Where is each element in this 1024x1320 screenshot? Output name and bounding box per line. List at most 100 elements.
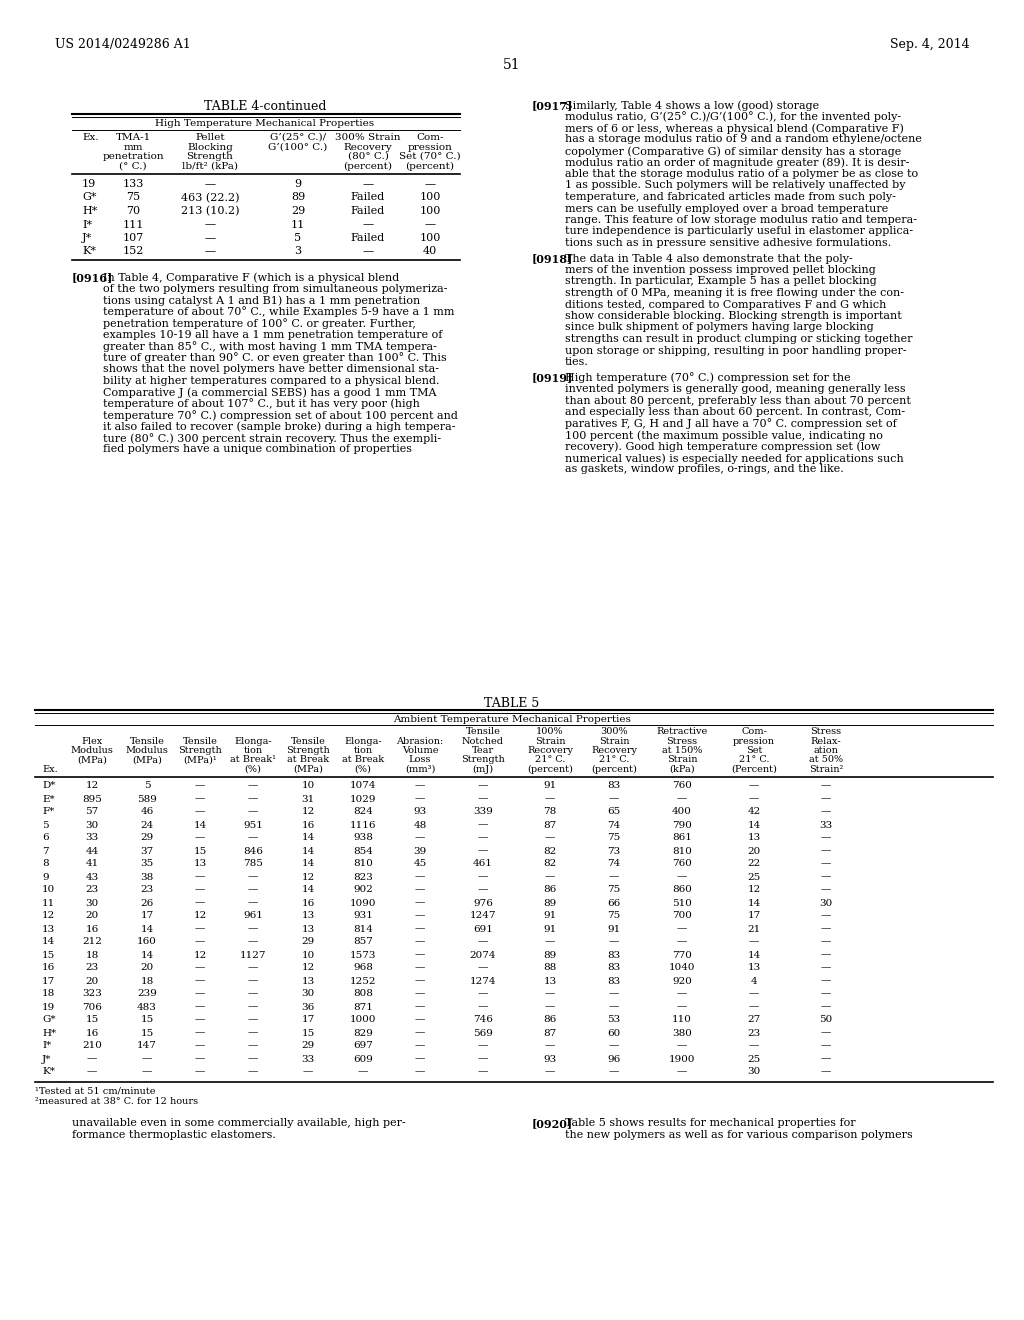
Text: —: —	[821, 873, 831, 882]
Text: Abrasion:: Abrasion:	[396, 737, 443, 746]
Text: pression: pression	[733, 737, 775, 746]
Text: —: —	[205, 234, 216, 243]
Text: 42: 42	[748, 808, 761, 817]
Text: 12: 12	[194, 950, 207, 960]
Text: 13: 13	[301, 912, 314, 920]
Text: ties.: ties.	[565, 356, 589, 367]
Text: tion: tion	[353, 746, 373, 755]
Text: 89: 89	[544, 950, 557, 960]
Text: 1074: 1074	[350, 781, 376, 791]
Text: mers can be usefully employed over a broad temperature: mers can be usefully employed over a bro…	[565, 203, 888, 214]
Text: (%): (%)	[354, 766, 372, 774]
Text: 814: 814	[353, 924, 373, 933]
Text: 12: 12	[301, 873, 314, 882]
Text: 65: 65	[607, 808, 621, 817]
Text: 29: 29	[301, 937, 314, 946]
Text: 21° C.: 21° C.	[599, 755, 630, 764]
Text: —: —	[195, 1015, 205, 1024]
Text: 53: 53	[607, 1015, 621, 1024]
Text: tion: tion	[244, 746, 262, 755]
Text: Pellet: Pellet	[196, 133, 225, 143]
Text: 11: 11	[42, 899, 55, 908]
Text: TABLE 4-continued: TABLE 4-continued	[204, 100, 327, 114]
Text: —: —	[415, 924, 425, 933]
Text: —: —	[821, 886, 831, 895]
Text: 33: 33	[85, 833, 98, 842]
Text: 44: 44	[85, 846, 98, 855]
Text: 9: 9	[42, 873, 48, 882]
Text: Notched: Notched	[462, 737, 504, 746]
Text: US 2014/0249286 A1: US 2014/0249286 A1	[55, 38, 190, 51]
Text: Blocking: Blocking	[187, 143, 232, 152]
Text: 770: 770	[672, 950, 692, 960]
Text: 860: 860	[672, 886, 692, 895]
Text: Com-: Com-	[741, 727, 767, 737]
Text: —: —	[609, 1002, 620, 1011]
Text: 51: 51	[503, 58, 521, 73]
Text: —: —	[677, 1002, 687, 1011]
Text: strength of 0 MPa, meaning it is free flowing under the con-: strength of 0 MPa, meaning it is free fl…	[565, 288, 904, 298]
Text: 66: 66	[607, 899, 621, 908]
Text: —: —	[415, 950, 425, 960]
Text: Table 5 shows results for mechanical properties for: Table 5 shows results for mechanical pro…	[565, 1118, 856, 1129]
Text: 89: 89	[291, 193, 305, 202]
Text: F*: F*	[42, 808, 54, 817]
Text: (MPa): (MPa)	[293, 766, 323, 774]
Text: 27: 27	[748, 1015, 761, 1024]
Text: 86: 86	[544, 1015, 557, 1024]
Text: —: —	[415, 1028, 425, 1038]
Text: Strain: Strain	[535, 737, 565, 746]
Text: 1252: 1252	[350, 977, 376, 986]
Text: 23: 23	[140, 886, 154, 895]
Text: 91: 91	[607, 924, 621, 933]
Text: —: —	[248, 1002, 258, 1011]
Text: 100: 100	[419, 234, 440, 243]
Text: —: —	[248, 795, 258, 804]
Text: 25: 25	[748, 873, 761, 882]
Text: 100: 100	[419, 193, 440, 202]
Text: 902: 902	[353, 886, 373, 895]
Text: —: —	[677, 990, 687, 998]
Text: 60: 60	[607, 1028, 621, 1038]
Text: —: —	[821, 1055, 831, 1064]
Text: —: —	[677, 795, 687, 804]
Text: —: —	[415, 1002, 425, 1011]
Text: (MPa): (MPa)	[77, 755, 106, 764]
Text: 210: 210	[82, 1041, 102, 1051]
Text: —: —	[677, 924, 687, 933]
Text: Recovery: Recovery	[591, 746, 637, 755]
Text: Failed: Failed	[351, 193, 385, 202]
Text: —: —	[821, 1068, 831, 1077]
Text: modulus ratio, G’(25° C.)/G’(100° C.), for the invented poly-: modulus ratio, G’(25° C.)/G’(100° C.), f…	[565, 111, 901, 123]
Text: —: —	[415, 795, 425, 804]
Text: Comparative J (a commercial SEBS) has a good 1 mm TMA: Comparative J (a commercial SEBS) has a …	[103, 387, 436, 397]
Text: 10: 10	[301, 950, 314, 960]
Text: 11: 11	[291, 219, 305, 230]
Text: —: —	[195, 924, 205, 933]
Text: 20: 20	[748, 846, 761, 855]
Text: 14: 14	[748, 950, 761, 960]
Text: —: —	[303, 1068, 313, 1077]
Text: 861: 861	[672, 833, 692, 842]
Text: [0917]: [0917]	[532, 100, 573, 111]
Text: 93: 93	[544, 1055, 557, 1064]
Text: —: —	[478, 937, 488, 946]
Text: —: —	[821, 1041, 831, 1051]
Text: [0916]: [0916]	[72, 272, 114, 282]
Text: 107: 107	[123, 234, 143, 243]
Text: 83: 83	[607, 781, 621, 791]
Text: —: —	[821, 833, 831, 842]
Text: 45: 45	[414, 859, 427, 869]
Text: 1029: 1029	[350, 795, 376, 804]
Text: 88: 88	[544, 964, 557, 973]
Text: 100 percent (the maximum possible value, indicating no: 100 percent (the maximum possible value,…	[565, 430, 883, 441]
Text: —: —	[478, 821, 488, 829]
Text: —: —	[749, 781, 759, 791]
Text: 589: 589	[137, 795, 157, 804]
Text: —: —	[821, 1028, 831, 1038]
Text: 1274: 1274	[470, 977, 497, 986]
Text: bility at higher temperatures compared to a physical blend.: bility at higher temperatures compared t…	[103, 375, 439, 385]
Text: Stress: Stress	[810, 727, 842, 737]
Text: 160: 160	[137, 937, 157, 946]
Text: Tensile: Tensile	[466, 727, 501, 737]
